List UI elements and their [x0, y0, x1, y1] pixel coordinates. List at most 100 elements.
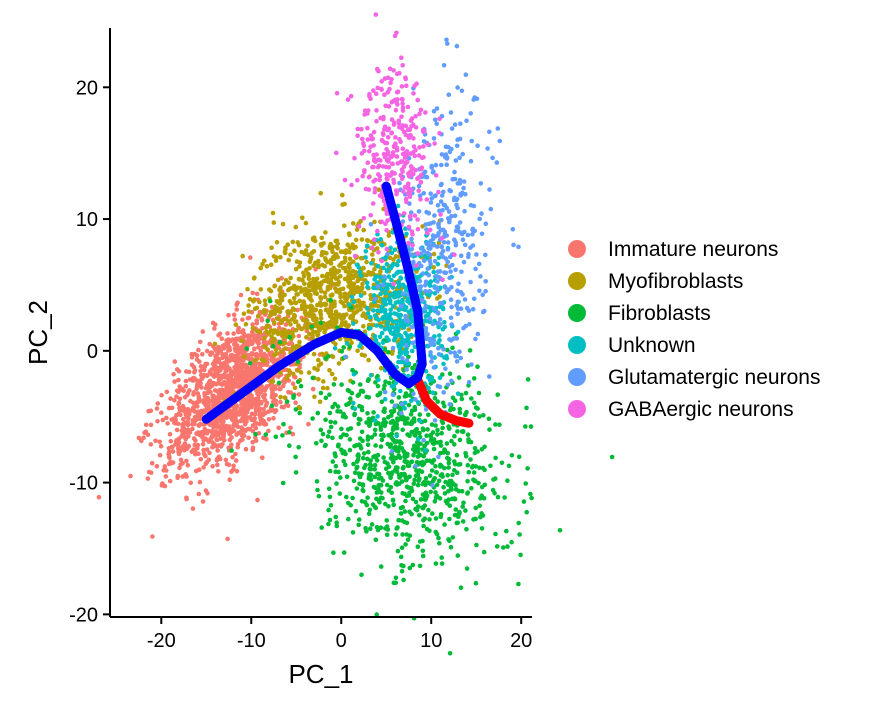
scatter-point — [409, 313, 414, 318]
scatter-point — [390, 497, 396, 503]
scatter-point — [445, 247, 451, 252]
scatter-point — [200, 429, 205, 435]
scatter-point — [417, 193, 423, 198]
scatter-point — [313, 321, 319, 326]
scatter-point — [404, 350, 410, 355]
scatter-point — [221, 394, 227, 400]
scatter-point — [392, 403, 398, 409]
scatter-point — [331, 382, 337, 387]
scatter-point — [282, 316, 288, 322]
scatter-point — [172, 359, 178, 364]
scatter-point — [204, 460, 210, 465]
scatter-point — [247, 361, 253, 366]
scatter-point — [436, 535, 441, 541]
scatter-point — [400, 219, 406, 224]
scatter-point — [441, 63, 447, 68]
scatter-point — [425, 266, 431, 272]
scatter-point — [216, 392, 222, 398]
scatter-point — [376, 421, 381, 426]
scatter-point — [455, 329, 461, 335]
scatter-point — [412, 213, 418, 218]
scatter-point — [487, 374, 492, 379]
scatter-point — [318, 390, 324, 396]
scatter-point — [397, 475, 402, 480]
scatter-point — [379, 330, 385, 336]
scatter-point — [223, 426, 228, 431]
scatter-point — [404, 367, 410, 372]
scatter-point — [359, 126, 364, 132]
scatter-point — [396, 445, 402, 450]
scatter-point — [359, 237, 365, 242]
scatter-point — [353, 310, 359, 315]
scatter-point — [311, 249, 317, 254]
scatter-point — [344, 474, 350, 480]
scatter-point — [372, 313, 378, 318]
scatter-point — [355, 278, 360, 284]
scatter-point — [468, 111, 474, 116]
scatter-point — [222, 438, 227, 443]
scatter-point — [415, 482, 421, 488]
scatter-point — [235, 424, 241, 430]
scatter-point — [250, 329, 255, 334]
scatter-point — [286, 257, 292, 263]
scatter-point — [409, 166, 415, 172]
scatter-point — [447, 371, 453, 377]
scatter-point — [351, 371, 357, 377]
scatter-point — [397, 416, 403, 421]
scatter-point — [224, 415, 229, 420]
scatter-point — [439, 301, 445, 306]
scatter-point — [322, 294, 328, 300]
scatter-point — [272, 386, 278, 392]
scatter-point — [310, 333, 315, 339]
scatter-point — [437, 294, 442, 299]
scatter-point — [453, 507, 459, 512]
scatter-point — [366, 511, 372, 516]
scatter-point — [229, 442, 234, 448]
scatter-point — [434, 482, 440, 488]
scatter-point — [372, 186, 378, 191]
scatter-point — [249, 351, 255, 356]
scatter-point — [481, 549, 487, 555]
scatter-point — [252, 399, 257, 404]
scatter-point — [204, 447, 210, 452]
scatter-point — [377, 390, 383, 396]
scatter-point — [451, 197, 457, 203]
scatter-point — [433, 423, 438, 428]
scatter-point — [241, 358, 246, 363]
scatter-point — [478, 274, 483, 279]
scatter-point — [399, 440, 404, 446]
scatter-point — [217, 425, 222, 430]
scatter-point — [495, 126, 501, 131]
scatter-point — [380, 478, 386, 483]
scatter-point — [455, 311, 461, 317]
scatter-point — [392, 144, 397, 150]
scatter-point — [382, 389, 388, 395]
scatter-point — [408, 398, 414, 404]
scatter-point — [184, 496, 189, 502]
scatter-point — [423, 314, 429, 319]
scatter-point — [234, 468, 240, 474]
scatter-point — [384, 228, 389, 233]
scatter-point — [351, 299, 357, 305]
scatter-point — [491, 477, 496, 482]
scatter-point — [157, 439, 162, 445]
scatter-point — [318, 242, 324, 247]
scatter-point — [364, 259, 369, 265]
scatter-point — [404, 484, 410, 490]
scatter-point — [444, 37, 449, 43]
scatter-point — [377, 499, 382, 505]
scatter-point — [269, 386, 274, 392]
scatter-point — [193, 468, 199, 474]
scatter-point — [325, 259, 330, 265]
scatter-point — [184, 446, 190, 452]
scatter-point — [303, 312, 309, 318]
scatter-point — [471, 203, 477, 209]
scatter-point — [415, 449, 421, 455]
scatter-point — [229, 468, 234, 474]
scatter-point — [170, 460, 176, 465]
scatter-point — [332, 256, 337, 262]
scatter-point — [262, 335, 267, 341]
scatter-point — [427, 316, 433, 321]
scatter-point — [225, 383, 231, 389]
scatter-point — [328, 503, 334, 508]
